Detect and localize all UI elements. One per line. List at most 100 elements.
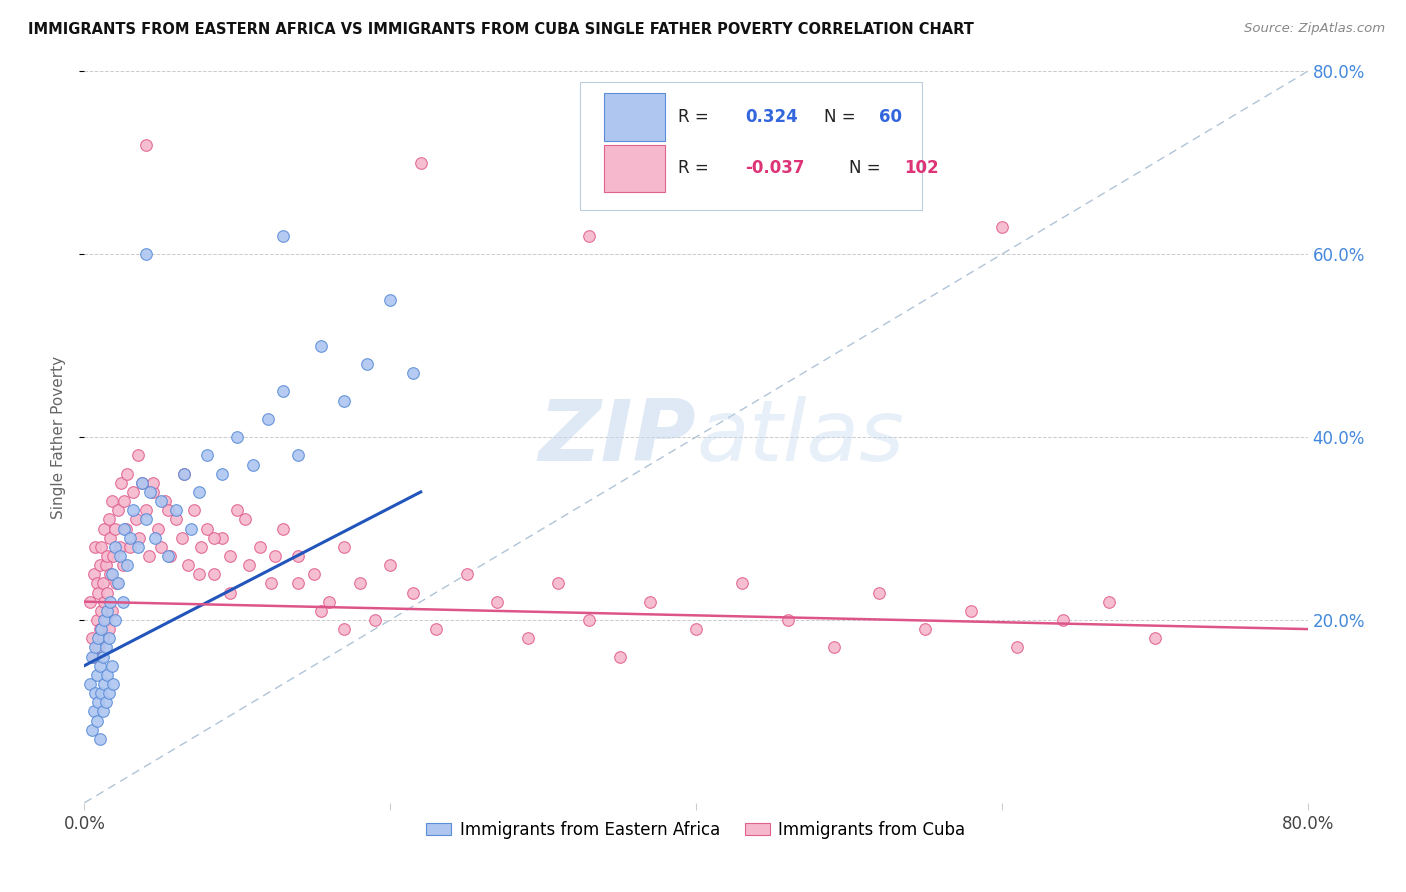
Point bbox=[311, 338, 333, 352]
Point bbox=[104, 613, 127, 627]
Point bbox=[402, 366, 425, 380]
Point bbox=[287, 576, 309, 591]
Text: ZIP: ZIP bbox=[538, 395, 696, 479]
Point bbox=[211, 467, 233, 481]
Point bbox=[1052, 613, 1074, 627]
Point bbox=[685, 622, 707, 636]
Point bbox=[86, 667, 108, 681]
Point bbox=[91, 576, 114, 591]
Point bbox=[122, 485, 145, 500]
Point bbox=[135, 503, 157, 517]
Point bbox=[98, 531, 121, 545]
Point bbox=[302, 567, 325, 582]
Point bbox=[103, 549, 125, 563]
Point bbox=[142, 475, 165, 490]
Point bbox=[96, 604, 118, 618]
Point bbox=[409, 156, 432, 170]
Point bbox=[101, 494, 124, 508]
Point bbox=[111, 594, 134, 608]
Point bbox=[149, 540, 172, 554]
Point bbox=[333, 540, 356, 554]
Text: IMMIGRANTS FROM EASTERN AFRICA VS IMMIGRANTS FROM CUBA SINGLE FATHER POVERTY COR: IMMIGRANTS FROM EASTERN AFRICA VS IMMIGR… bbox=[28, 22, 974, 37]
Point bbox=[93, 677, 115, 691]
Point bbox=[103, 677, 125, 691]
Point bbox=[79, 677, 101, 691]
Point bbox=[89, 731, 111, 746]
Point bbox=[333, 622, 356, 636]
Point bbox=[83, 649, 105, 664]
Text: R =: R = bbox=[678, 108, 714, 126]
Point bbox=[108, 540, 131, 554]
Point bbox=[96, 667, 118, 681]
Point bbox=[89, 658, 111, 673]
Point bbox=[114, 521, 136, 535]
Point bbox=[242, 458, 264, 472]
Point bbox=[349, 576, 371, 591]
Point bbox=[188, 567, 211, 582]
Point bbox=[86, 613, 108, 627]
Point bbox=[91, 632, 114, 646]
Point bbox=[257, 412, 280, 426]
Text: N =: N = bbox=[824, 108, 862, 126]
Point bbox=[138, 549, 160, 563]
Point bbox=[177, 558, 200, 573]
Point bbox=[135, 137, 157, 152]
Point bbox=[609, 649, 631, 664]
Point bbox=[159, 549, 181, 563]
Point bbox=[86, 576, 108, 591]
Point bbox=[91, 705, 114, 719]
Point bbox=[120, 540, 142, 554]
Point bbox=[108, 549, 131, 563]
Point bbox=[249, 540, 271, 554]
Point bbox=[91, 649, 114, 664]
Point bbox=[960, 604, 983, 618]
Point bbox=[333, 393, 356, 408]
Point bbox=[195, 448, 218, 462]
Text: atlas: atlas bbox=[696, 395, 904, 479]
Point bbox=[991, 219, 1014, 234]
Point bbox=[135, 512, 157, 526]
Point bbox=[94, 640, 117, 655]
FancyBboxPatch shape bbox=[605, 94, 665, 141]
Point bbox=[173, 467, 195, 481]
Point bbox=[271, 521, 294, 535]
Point bbox=[83, 705, 105, 719]
Point bbox=[1005, 640, 1028, 655]
Point bbox=[233, 512, 256, 526]
Point bbox=[96, 549, 118, 563]
Point bbox=[89, 558, 111, 573]
Point bbox=[149, 494, 172, 508]
Point bbox=[914, 622, 936, 636]
Text: -0.037: -0.037 bbox=[745, 159, 804, 177]
Point bbox=[84, 640, 107, 655]
Point bbox=[127, 540, 149, 554]
Point bbox=[731, 576, 754, 591]
Point bbox=[87, 695, 110, 709]
Text: 102: 102 bbox=[904, 159, 939, 177]
Point bbox=[98, 567, 121, 582]
Point bbox=[101, 604, 124, 618]
Text: Source: ZipAtlas.com: Source: ZipAtlas.com bbox=[1244, 22, 1385, 36]
Point bbox=[90, 604, 112, 618]
Legend: Immigrants from Eastern Africa, Immigrants from Cuba: Immigrants from Eastern Africa, Immigran… bbox=[420, 814, 972, 846]
Point bbox=[96, 585, 118, 599]
Point bbox=[578, 229, 600, 244]
Point bbox=[776, 613, 799, 627]
Point bbox=[638, 594, 661, 608]
Point bbox=[157, 549, 180, 563]
Point bbox=[195, 521, 218, 535]
Point bbox=[97, 512, 120, 526]
Point bbox=[287, 448, 309, 462]
Point bbox=[107, 576, 129, 591]
Point bbox=[226, 503, 249, 517]
Point bbox=[131, 475, 153, 490]
Point bbox=[80, 632, 103, 646]
Point bbox=[94, 695, 117, 709]
Point bbox=[202, 567, 225, 582]
Point bbox=[128, 531, 150, 545]
Point bbox=[238, 558, 260, 573]
Point bbox=[87, 640, 110, 655]
Point bbox=[125, 512, 148, 526]
Point bbox=[115, 558, 138, 573]
Point bbox=[87, 632, 110, 646]
